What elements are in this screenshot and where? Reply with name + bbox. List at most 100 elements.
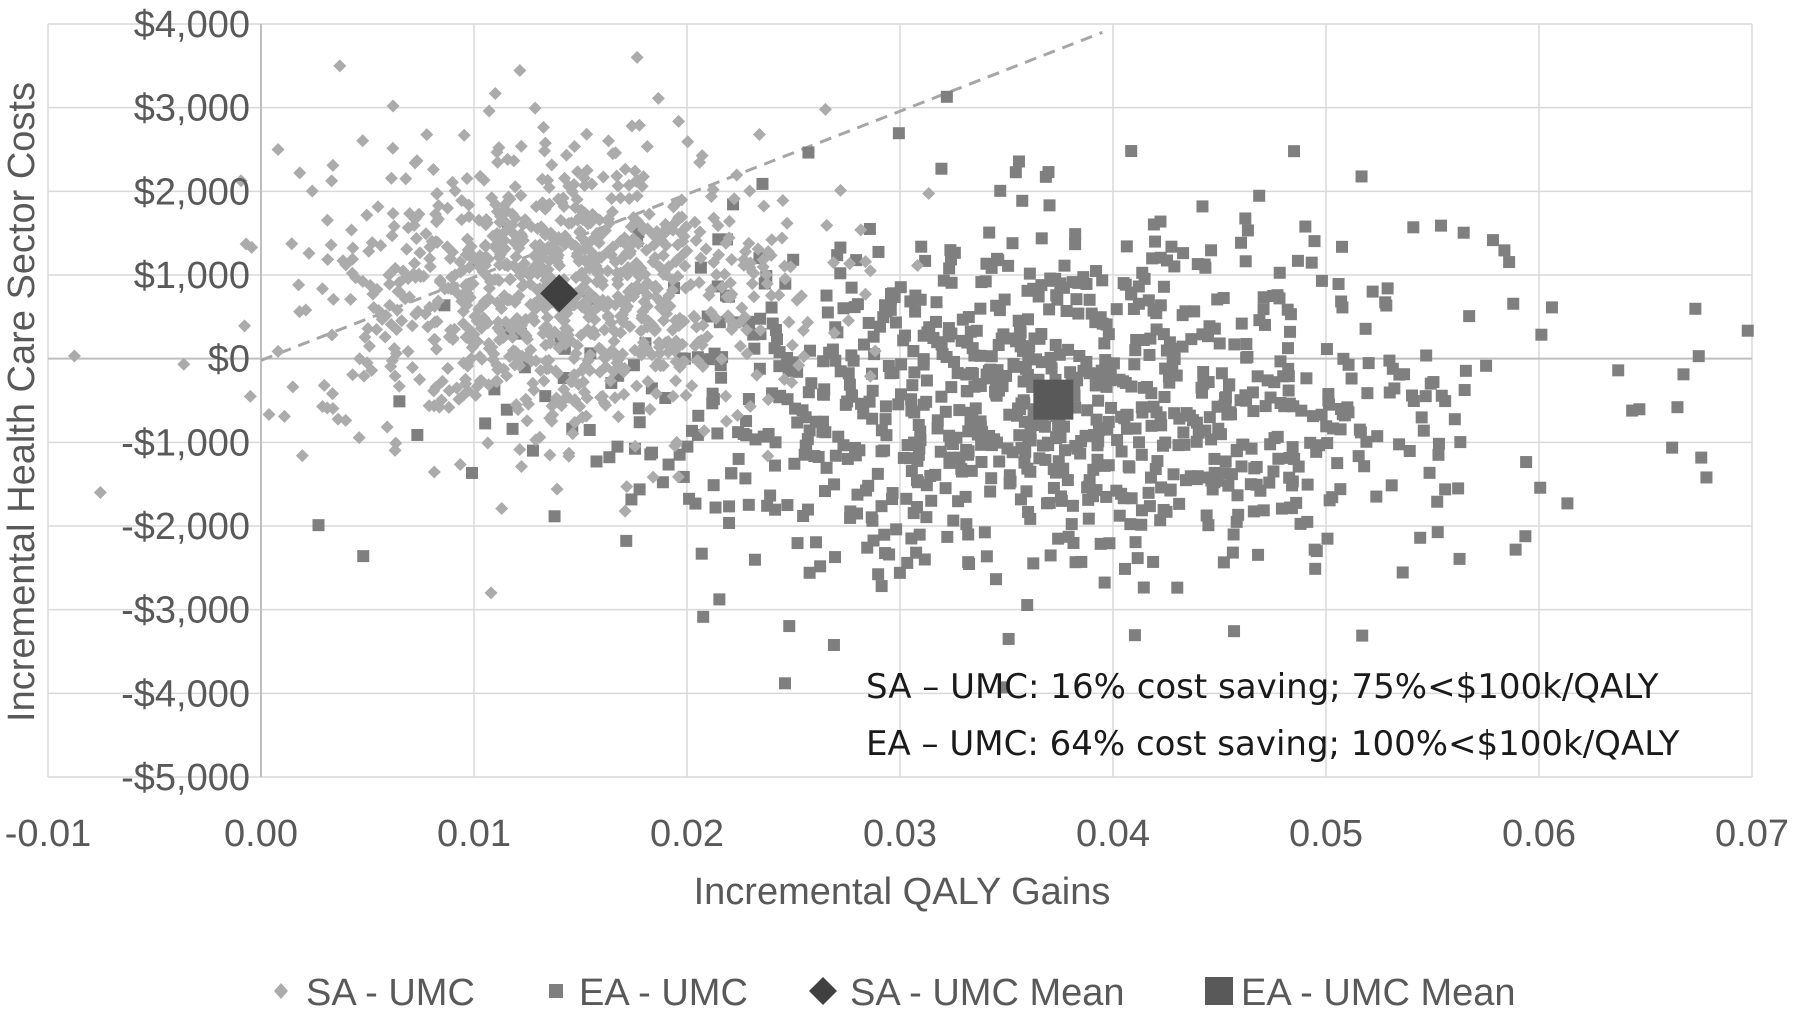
ea-umc-point	[1136, 406, 1149, 419]
ea-umc-point	[1235, 460, 1248, 473]
ea-umc-point	[1023, 340, 1036, 353]
sa-umc-point	[493, 215, 507, 229]
ea-umc-point	[1133, 436, 1146, 449]
sa-umc-point	[598, 323, 612, 337]
sa-umc-point	[608, 391, 622, 405]
ea-umc-point	[1129, 422, 1142, 435]
ea-umc-point	[907, 507, 920, 520]
sa-umc-point	[453, 255, 467, 269]
sa-umc-point	[485, 340, 499, 354]
ea-umc-point	[920, 511, 933, 524]
ea-umc-point	[1047, 274, 1060, 287]
ea-umc-point	[866, 514, 879, 527]
ea-umc-point	[1417, 424, 1430, 437]
sa-umc-point	[93, 486, 107, 500]
ea-umc-point	[1042, 166, 1055, 179]
ea-umc-point	[875, 500, 888, 513]
sa-umc-point	[725, 322, 739, 336]
ea-umc-point	[841, 395, 854, 408]
legend-marker-sa-umc-mean	[809, 977, 837, 1005]
ea-umc-point	[892, 398, 905, 411]
ea-umc-point	[1379, 296, 1392, 309]
ea-umc-point	[1208, 322, 1221, 335]
sa-umc-mean-marker	[540, 274, 579, 313]
sa-umc-point	[239, 237, 253, 251]
y-tick-label: -$2,000	[121, 506, 250, 548]
ea-umc-point	[906, 379, 919, 392]
ea-umc-point	[905, 465, 918, 478]
ea-umc-point	[844, 511, 857, 524]
ea-umc-point	[1320, 343, 1333, 356]
ea-umc-point	[997, 328, 1010, 341]
sa-umc-point	[549, 391, 563, 405]
sa-umc-point	[605, 205, 619, 219]
ea-umc-point	[1049, 338, 1062, 351]
ea-umc-point	[837, 302, 850, 315]
sa-umc-point	[440, 240, 454, 254]
sa-umc-point	[400, 242, 414, 256]
ea-umc-point	[1041, 497, 1054, 510]
ea-umc-point	[1190, 435, 1203, 448]
sa-umc-point	[537, 120, 551, 134]
sa-umc-point	[482, 104, 496, 118]
sa-umc-point	[491, 273, 505, 287]
ea-umc-point	[1006, 237, 1019, 250]
ea-umc-point	[1147, 555, 1160, 568]
sa-umc-point	[375, 312, 389, 326]
ea-umc-point	[1332, 278, 1345, 291]
ea-umc-point	[1023, 267, 1036, 280]
sa-umc-point	[407, 256, 421, 270]
ea-umc-point	[1180, 474, 1193, 487]
sa-umc-point	[568, 297, 582, 311]
sa-umc-point	[538, 144, 552, 158]
ea-umc-point	[862, 479, 875, 492]
sa-umc-point	[591, 262, 605, 276]
sa-umc-point	[778, 272, 792, 286]
ea-umc-point	[1385, 479, 1398, 492]
ea-umc-point	[947, 514, 960, 527]
ea-umc-point	[939, 482, 952, 495]
sa-umc-point	[575, 231, 589, 245]
sa-umc-point	[413, 372, 427, 386]
ea-umc-point	[962, 528, 975, 541]
sa-umc-point	[719, 389, 733, 403]
ea-umc-point	[974, 302, 987, 315]
ea-umc-point	[797, 509, 810, 522]
ea-umc-point	[1252, 548, 1265, 561]
ea-umc-point	[1082, 493, 1095, 506]
sa-umc-point	[699, 242, 713, 256]
ea-umc-point	[1561, 497, 1574, 510]
sa-umc-point	[514, 139, 528, 153]
legend-marker-ea-umc	[549, 984, 563, 998]
sa-umc-point	[492, 333, 506, 347]
sa-umc-point	[538, 301, 552, 315]
ea-umc-mean-marker	[1033, 379, 1074, 420]
sa-umc-point	[719, 236, 733, 250]
ea-umc-point	[312, 519, 325, 532]
sa-umc-point	[568, 368, 582, 382]
ea-umc-point	[1051, 293, 1064, 306]
ea-umc-point	[829, 551, 842, 564]
ea-umc-point	[1021, 368, 1034, 381]
sa-umc-point	[660, 221, 674, 235]
ea-umc-point	[886, 493, 899, 506]
sa-umc-point	[740, 347, 754, 361]
sa-umc-point	[727, 192, 741, 206]
sa-umc-point	[827, 256, 841, 270]
ea-umc-point	[1057, 281, 1070, 294]
ea-umc-point	[1178, 438, 1191, 451]
sa-umc-point	[320, 213, 334, 227]
ea-umc-point	[1135, 504, 1148, 517]
ea-umc-point	[1231, 489, 1244, 502]
ea-umc-point	[1002, 259, 1015, 272]
ea-umc-point	[762, 427, 775, 440]
sa-umc-point	[619, 299, 633, 313]
ea-umc-point	[783, 620, 796, 633]
ea-umc-point	[1507, 297, 1520, 310]
ea-umc-point	[980, 368, 993, 381]
ea-umc-point	[620, 534, 633, 547]
sa-umc-point	[484, 586, 498, 600]
sa-umc-point	[450, 381, 464, 395]
ea-umc-point	[983, 226, 996, 239]
sa-umc-point	[371, 200, 385, 214]
